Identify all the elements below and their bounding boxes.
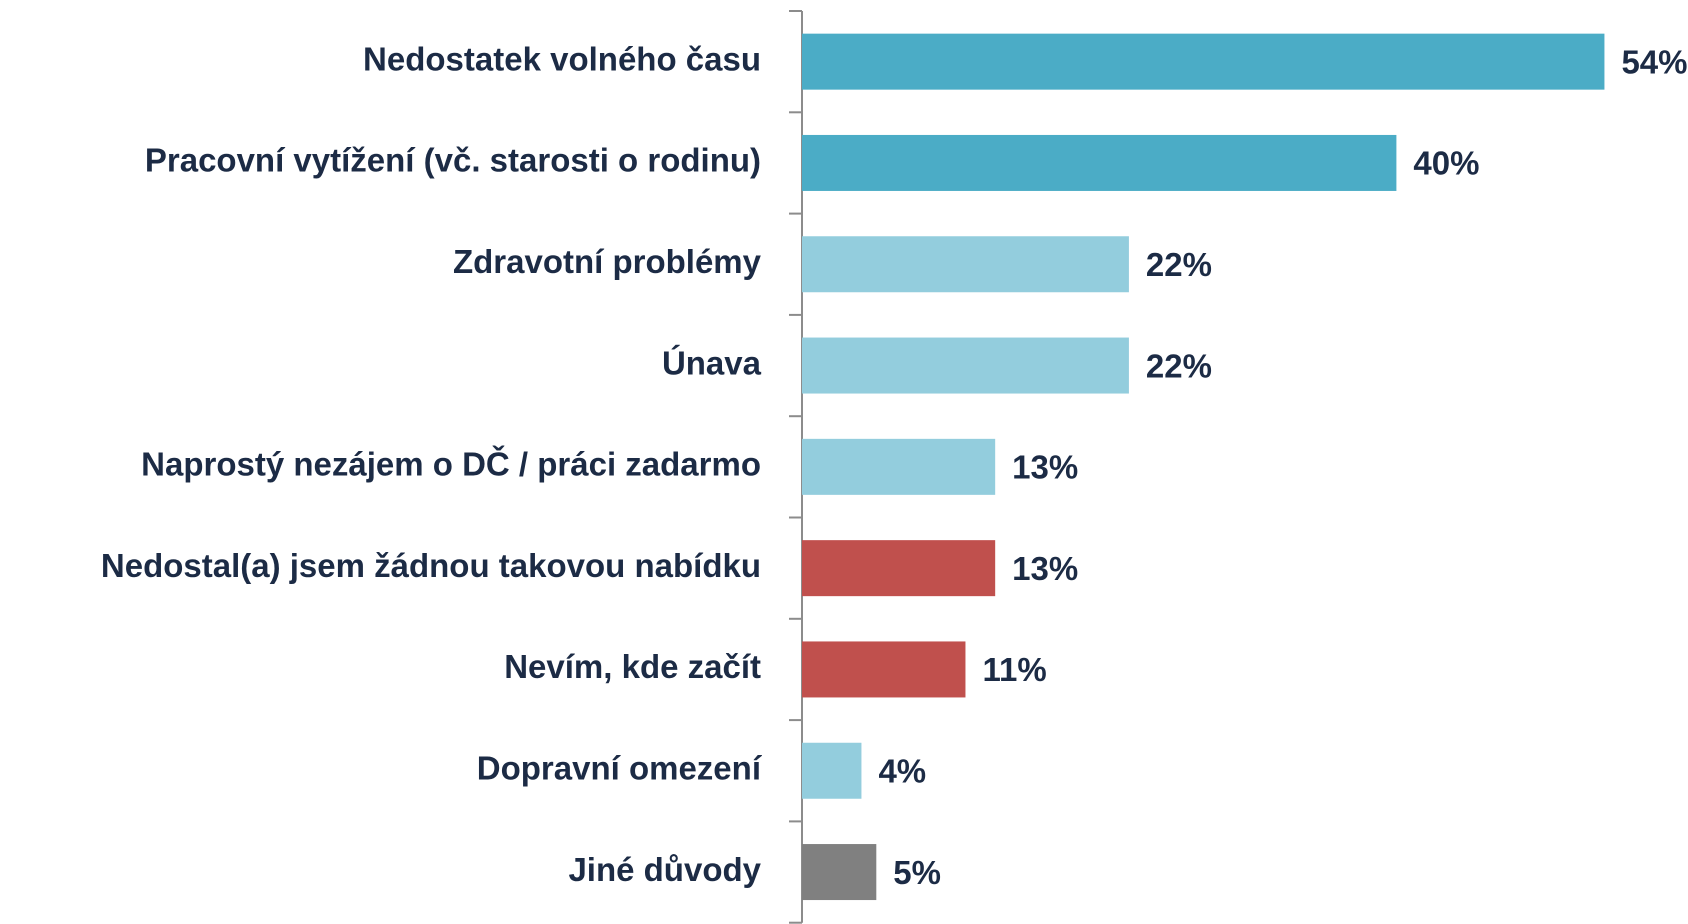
value-label: 40% [1413, 145, 1479, 182]
bar [802, 134, 1397, 191]
category-label: Zdravotní problémy [453, 243, 762, 280]
category-label: Pracovní vytížení (vč. starosti o rodinu… [145, 142, 761, 179]
bar [802, 844, 877, 901]
bar [802, 33, 1605, 90]
bar [802, 438, 996, 495]
bar [802, 236, 1129, 293]
category-label: Dopravní omezení [477, 749, 763, 786]
category-label: Naprostý nezájem o DČ / práci zadarmo [141, 445, 761, 483]
category-label: Jiné důvody [568, 851, 761, 888]
category-label: Únava [662, 344, 762, 381]
bar [802, 742, 862, 799]
category-label: Nevím, kde začít [504, 648, 761, 685]
value-label: 22% [1146, 246, 1212, 283]
bar [802, 641, 966, 698]
value-label: 13% [1012, 550, 1078, 587]
value-label: 54% [1621, 43, 1687, 80]
bar [802, 540, 996, 597]
value-label: 22% [1146, 347, 1212, 384]
category-label: Nedostal(a) jsem žádnou takovou nabídku [101, 547, 761, 584]
value-label: 4% [878, 752, 926, 789]
value-label: 11% [982, 651, 1046, 688]
category-label: Nedostatek volného času [363, 40, 761, 77]
value-label: 5% [893, 854, 941, 891]
bar [802, 337, 1129, 394]
value-label: 13% [1012, 449, 1078, 486]
